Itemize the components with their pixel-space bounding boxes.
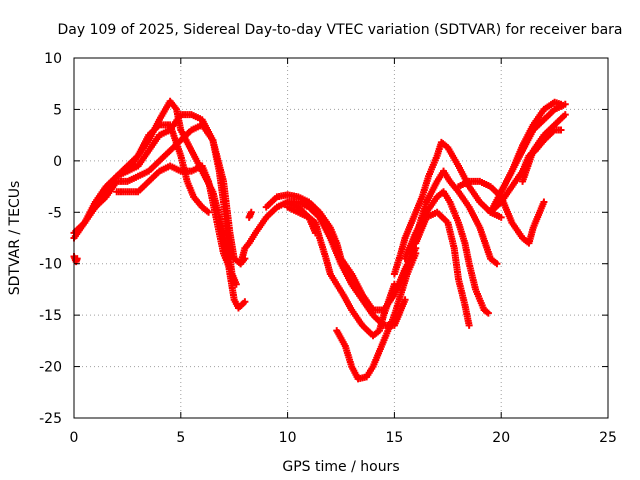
y-tick-label: -5: [48, 205, 62, 221]
y-axis-label: SDTVAR / TECUs: [7, 181, 23, 296]
y-tick-label: -10: [39, 257, 62, 273]
series-arc-21: [245, 208, 255, 221]
data-point: [557, 126, 565, 134]
data-point: [497, 213, 505, 221]
x-tick-label: 0: [70, 430, 79, 446]
series-arc-8: [284, 203, 398, 340]
x-tick-labels: 0 5 10 15 20 25: [70, 430, 617, 446]
grid-lines: [74, 58, 608, 418]
data-point: [205, 208, 213, 216]
x-axis-label: GPS time / hours: [282, 459, 399, 475]
x-tick-label: 5: [176, 430, 185, 446]
data-points: [70, 97, 569, 383]
data-point: [484, 309, 492, 317]
y-tick-label: -15: [39, 308, 62, 324]
data-point: [493, 260, 501, 268]
y-tick-label: -20: [39, 360, 62, 376]
plot-frame: [73, 57, 609, 419]
data-point: [247, 208, 255, 216]
series-arc-15: [454, 177, 548, 247]
series-arc-9: [284, 198, 319, 237]
x-tick-label: 10: [279, 430, 297, 446]
series-arc-7: [262, 191, 420, 314]
series-arc-11: [390, 138, 505, 278]
y-tick-label: 0: [53, 154, 62, 170]
data-point: [73, 255, 81, 263]
series-arc-10: [333, 249, 420, 383]
data-point: [241, 298, 249, 306]
x-tick-label: 20: [492, 430, 510, 446]
y-tick-labels: -25 -20 -15 -10 -5 0 5 10: [39, 51, 62, 427]
chart-title: Day 109 of 2025, Sidereal Day-to-day VTE…: [57, 22, 622, 38]
data-point: [465, 321, 473, 329]
axis-ticks: [73, 57, 609, 419]
y-tick-label: 10: [44, 51, 62, 67]
data-point: [540, 198, 548, 206]
data-point: [226, 265, 234, 273]
x-tick-label: 25: [599, 430, 617, 446]
data-point: [311, 229, 319, 237]
y-tick-label: 5: [53, 102, 62, 118]
data-point: [232, 280, 240, 288]
data-point: [390, 280, 398, 288]
series-arc-6: [237, 198, 409, 329]
series-arc-5: [123, 121, 213, 216]
series-arc-18: [487, 98, 565, 216]
series-arc-13: [407, 167, 501, 268]
series-arc-14: [412, 208, 473, 329]
series-arc-19: [519, 111, 569, 185]
data-point: [561, 111, 569, 119]
data-point: [557, 100, 565, 108]
y-tick-label: -25: [39, 411, 62, 427]
x-tick-label: 15: [385, 430, 403, 446]
